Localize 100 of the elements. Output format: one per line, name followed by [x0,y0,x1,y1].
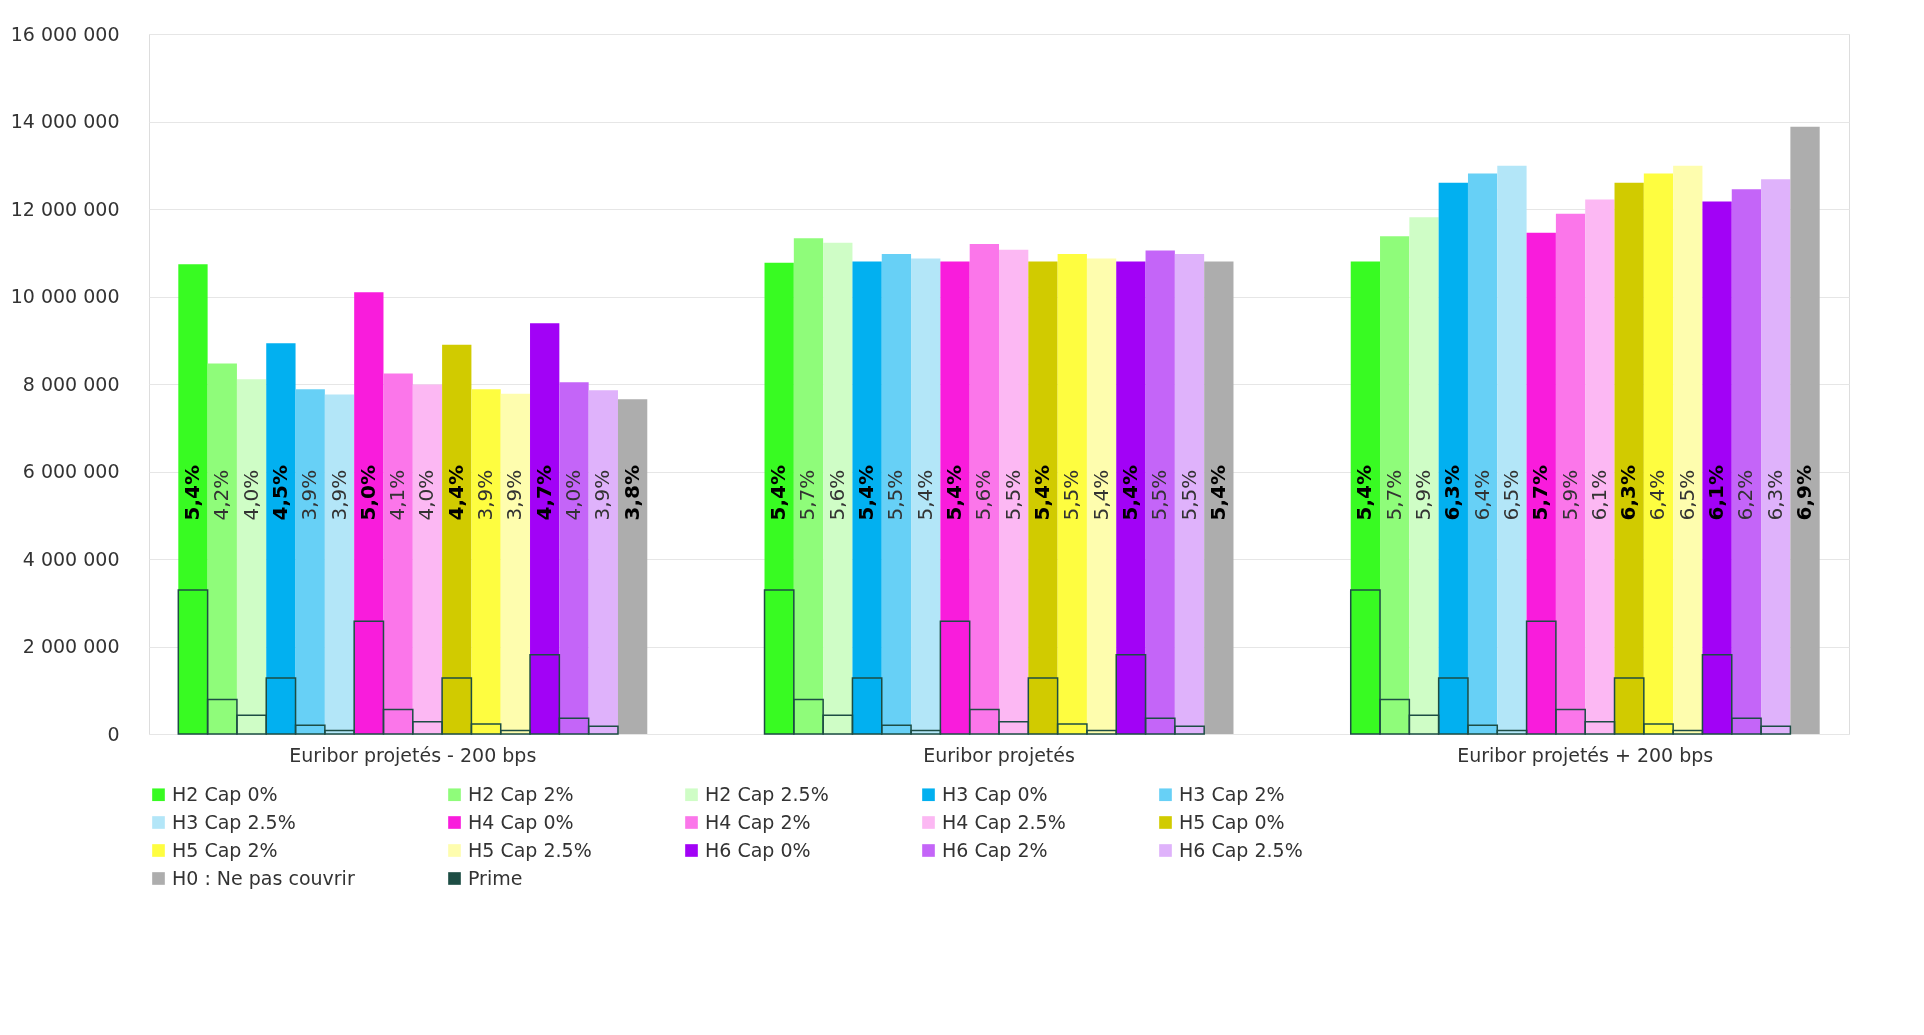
bar [1673,165,1703,734]
bar [1116,261,1146,734]
annotation: 4,5% [267,465,292,521]
bar [1790,126,1820,734]
y-tick-label: 8 000 000 [22,372,120,395]
x-tick-label: Euribor projetés [923,743,1075,766]
bar [1409,217,1439,734]
legend-label: H2 Cap 0% [172,782,278,805]
bar [1350,261,1381,734]
legend-label: H4 Cap 0% [468,810,574,833]
annotation: 5,5% [883,469,908,521]
bar [1028,261,1058,734]
annotation: 5,4% [1029,465,1054,521]
bar [530,323,560,734]
legend-label: Prime [468,866,523,889]
bar [969,244,999,734]
legend-label: H4 Cap 2% [705,810,811,833]
annotation: 3,9% [326,469,351,521]
bar [1204,261,1234,734]
legend-label: H3 Cap 2% [1179,782,1285,805]
annotation: 5,9% [1557,469,1582,521]
bar [1467,173,1498,734]
annotation: 3,9% [590,469,615,521]
annotation: 6,3% [1616,465,1641,521]
annotation: 6,3% [1440,465,1465,521]
annotation: 5,9% [1411,469,1435,521]
annotation: 5,5% [1147,469,1172,521]
bar [295,389,325,734]
annotation: 6,4% [1645,469,1670,521]
bar [471,389,501,734]
legend-label: H4 Cap 2.5% [942,810,1066,833]
y-tick-label: 4 000 000 [22,547,120,570]
bar [823,242,853,734]
annotation: 4,0% [414,469,439,521]
annotation: 5,4% [854,465,879,521]
annotation: 6,4% [1469,469,1494,521]
y-tick-label: 14 000 000 [10,110,120,132]
annotation: 4,1% [385,469,410,521]
annotation: 6,1% [1586,469,1611,521]
annotation: 3,8% [619,465,644,521]
annotation: 5,0% [355,465,380,521]
annotation: 6,5% [1674,469,1699,521]
legend-label: H2 Cap 2% [468,782,574,805]
y-tick-label: 12 000 000 [10,197,120,220]
bar [793,238,824,734]
bar [1761,179,1791,734]
legend-label: H6 Cap 2.5% [1179,838,1303,861]
y-tick-label: 6 000 000 [22,460,120,482]
annotation: 5,4% [1117,465,1142,521]
annotation: 6,3% [1762,469,1787,521]
x-tick-label: Euribor projetés + 200 bps [1457,743,1714,766]
annotation: 6,9% [1792,465,1817,521]
bar [1174,254,1205,734]
legend-label: H3 Cap 0% [942,782,1048,805]
annotation: 3,9% [297,469,322,521]
legend-label: H6 Cap 2% [942,838,1048,861]
bar [588,390,618,734]
annotation: 4,7% [531,465,556,521]
bar [1497,165,1527,734]
bar [1731,189,1762,734]
bar [354,292,384,734]
y-tick-label: 16 000 000 [10,22,120,45]
annotation: 5,4% [766,465,791,521]
bar [1585,199,1615,734]
y-tick-label: 2 000 000 [22,635,120,657]
bar [911,258,941,734]
annotation: 6,2% [1733,469,1758,521]
bar [383,373,413,734]
bar [881,254,912,734]
x-tick-label: Euribor projetés - 200 bps [289,743,537,766]
annotation: 5,4% [179,465,204,521]
annotation: 5,7% [1528,465,1553,521]
annotation: 4,0% [238,469,263,521]
bar [940,261,970,734]
annotation: 4,4% [443,465,468,521]
bar [764,262,794,734]
annotation: 5,4% [1352,465,1377,521]
bar [999,249,1029,734]
bar [1438,182,1468,734]
bar [617,399,648,734]
bar [559,382,589,734]
annotation: 5,6% [824,469,849,521]
bar [1643,173,1674,734]
bar [1614,182,1644,734]
bar [178,264,208,734]
legend-label: H3 Cap 2.5% [172,810,296,833]
bar [1526,232,1556,734]
annotation: 5,5% [1059,469,1084,521]
annotation: 5,6% [971,469,996,521]
annotation: 5,4% [912,469,937,521]
y-tick-label: 0 [107,722,120,745]
bar [207,363,237,734]
annotation: 5,5% [1000,469,1025,521]
annotation: 6,1% [1704,465,1729,521]
bar [1145,250,1175,734]
bar [1057,254,1087,734]
legend-label: H0 : Ne pas couvrir [172,866,355,889]
legend-label: H5 Cap 2% [172,838,278,861]
annotation: 4,2% [209,469,234,521]
bar [500,393,531,734]
